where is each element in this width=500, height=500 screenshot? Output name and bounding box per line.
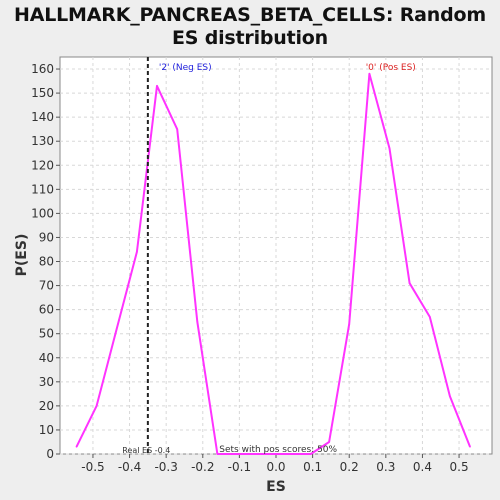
x-tick-label: 0.3 bbox=[376, 460, 395, 474]
data-point bbox=[136, 251, 138, 253]
data-point bbox=[310, 453, 312, 455]
data-point bbox=[408, 282, 411, 285]
x-tick-label: -0.1 bbox=[228, 460, 251, 474]
data-point bbox=[429, 316, 431, 318]
y-tick-label: 160 bbox=[31, 62, 54, 76]
y-tick-label: 130 bbox=[31, 134, 54, 148]
y-tick-label: 20 bbox=[39, 399, 54, 413]
series-group bbox=[75, 72, 471, 455]
y-tick-label: 40 bbox=[39, 351, 54, 365]
y-tick-label: 30 bbox=[39, 375, 54, 389]
y-tick-label: 60 bbox=[39, 303, 54, 317]
y-tick-label: 110 bbox=[31, 182, 54, 196]
y-tick-label: 140 bbox=[31, 110, 54, 124]
x-tick-label: 0.5 bbox=[450, 460, 469, 474]
y-tick-label: 90 bbox=[39, 230, 54, 244]
x-tick-label: 0.1 bbox=[303, 460, 322, 474]
data-point bbox=[236, 453, 239, 455]
data-point bbox=[449, 395, 451, 398]
data-point bbox=[95, 405, 98, 407]
data-point bbox=[293, 453, 296, 455]
y-tick-label: 10 bbox=[39, 423, 54, 437]
x-tick-label: 0.4 bbox=[413, 460, 432, 474]
grid-lines bbox=[60, 57, 492, 455]
x-axis-label: ES bbox=[266, 479, 286, 495]
data-point bbox=[256, 453, 259, 455]
x-tick-label: -0.5 bbox=[81, 460, 104, 474]
data-point bbox=[176, 128, 178, 130]
chart-title-line1: HALLMARK_PANCREAS_BETA_CELLS: Random bbox=[14, 4, 486, 26]
real-es-label: Real ES -0.4 bbox=[122, 446, 170, 455]
y-tick-label: 100 bbox=[31, 206, 54, 220]
annotations: '2' (Neg ES) '0' (Pos ES) Real ES -0.4 Sets… bbox=[122, 57, 416, 455]
chart-title-line2: ES distribution bbox=[172, 27, 328, 49]
neg-es-label: '2' (Neg ES) bbox=[159, 63, 212, 73]
x-axis: -0.5 -0.4 -0.3 -0.2 -0.1 0.0 0.1 0.2 0.3 0.4 0.5 bbox=[81, 454, 469, 474]
x-tick-label: -0.3 bbox=[154, 460, 177, 474]
data-point bbox=[75, 446, 78, 448]
x-tick-label: -0.2 bbox=[191, 460, 214, 474]
y-tick-label: 120 bbox=[31, 158, 54, 172]
data-point bbox=[469, 446, 471, 448]
data-point bbox=[156, 85, 158, 87]
data-point bbox=[368, 73, 371, 75]
y-tick-label: 150 bbox=[31, 86, 54, 100]
data-point bbox=[275, 453, 277, 455]
x-tick-label: 0.0 bbox=[266, 460, 285, 474]
y-tick-label: 50 bbox=[39, 327, 54, 341]
data-point bbox=[196, 320, 199, 323]
x-tick-label: 0.2 bbox=[340, 460, 359, 474]
x-tick-label: -0.4 bbox=[118, 460, 141, 474]
y-tick-label: 70 bbox=[39, 279, 54, 293]
data-point bbox=[388, 147, 391, 150]
data-point bbox=[328, 441, 330, 443]
pos-es-label: '0' (Pos ES) bbox=[366, 63, 416, 73]
y-axis-label: P(ES) bbox=[14, 234, 30, 277]
data-point bbox=[115, 328, 118, 330]
sets-pos-label: Sets with pos scores: 50% bbox=[219, 445, 337, 455]
data-point bbox=[216, 453, 219, 455]
y-tick-label: 80 bbox=[39, 255, 54, 269]
y-tick-label: 0 bbox=[46, 447, 54, 461]
data-point bbox=[348, 323, 351, 325]
y-axis: 0 10 20 30 40 50 60 70 80 90 100 110 120 130 140 150 160 bbox=[31, 62, 60, 461]
